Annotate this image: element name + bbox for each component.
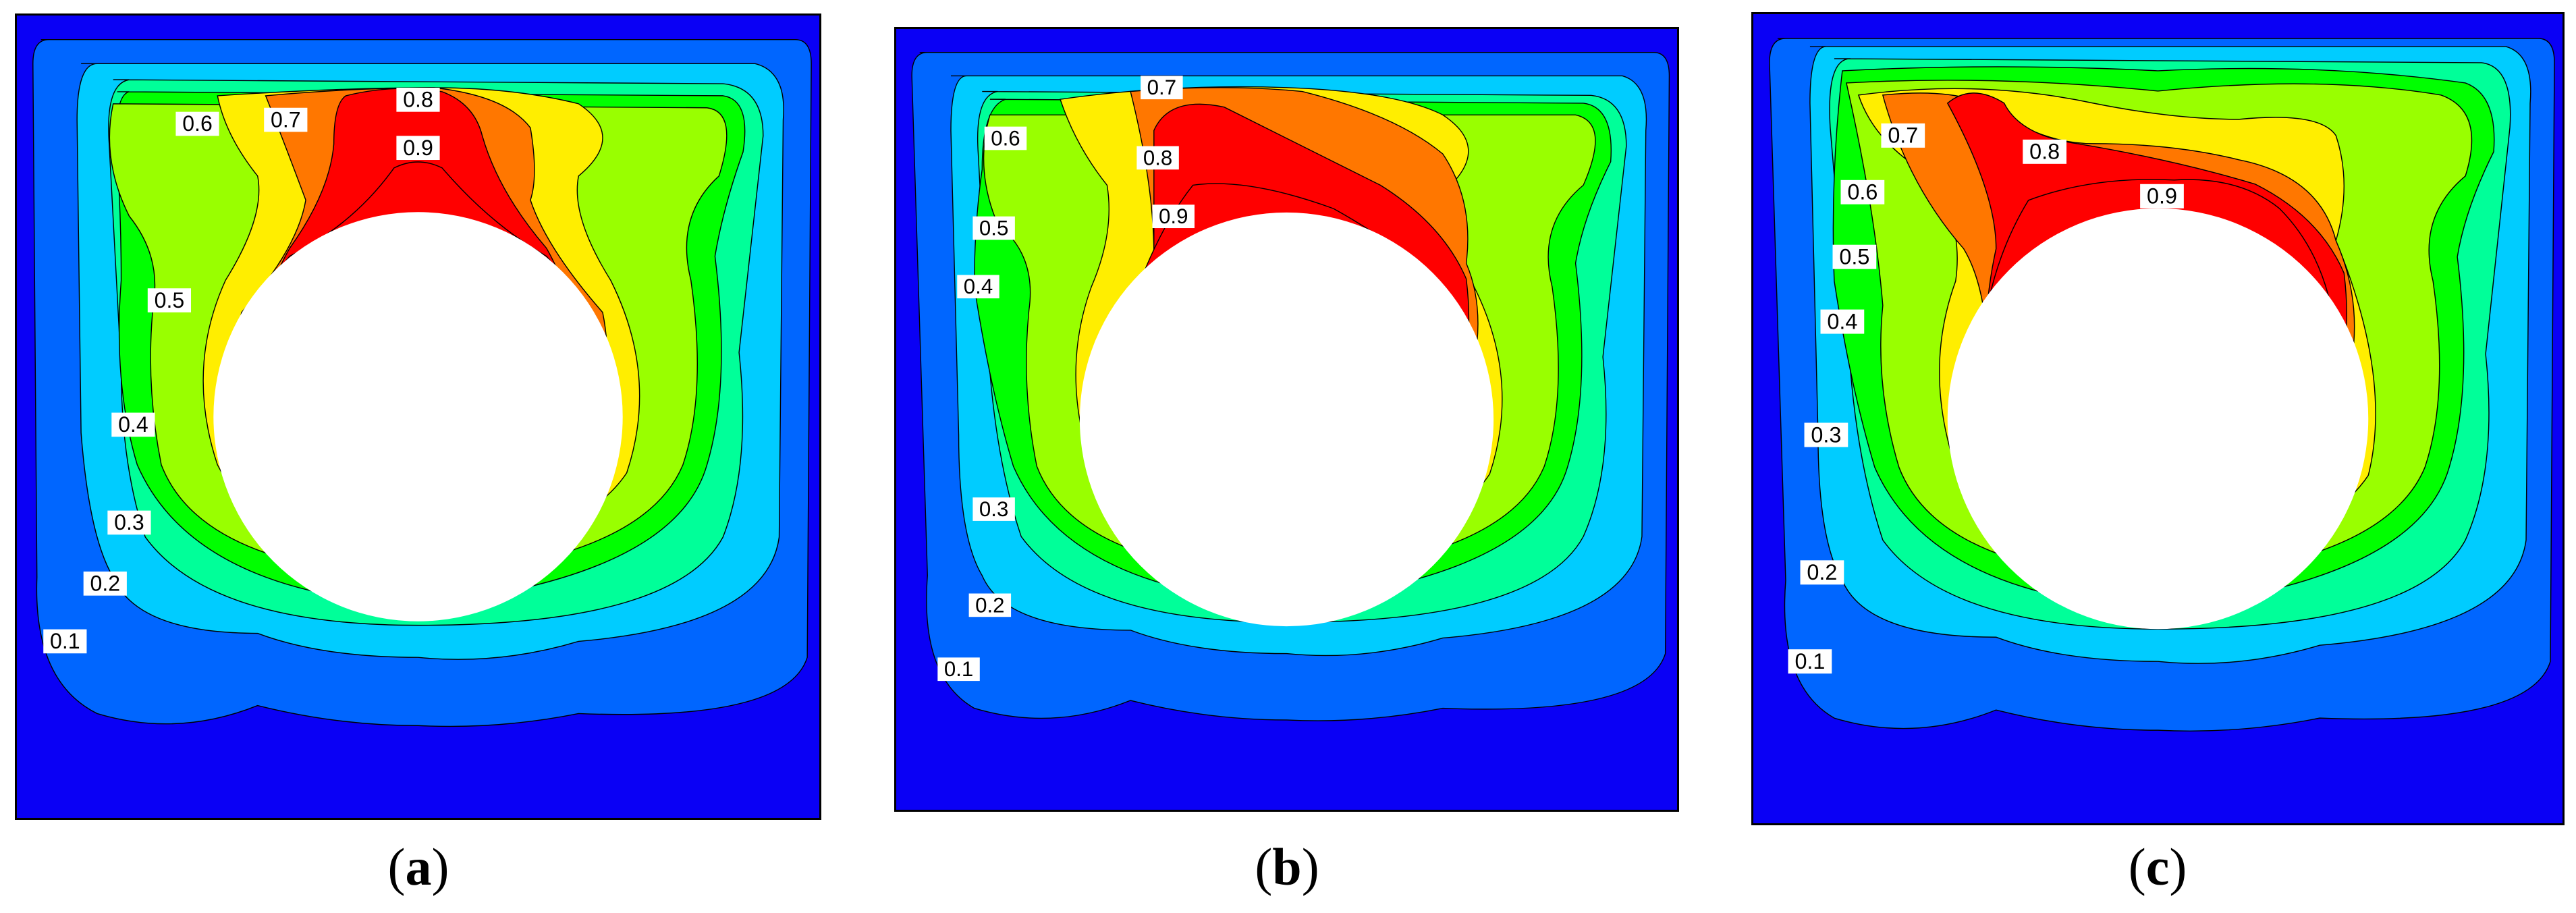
contour-label-0.2: 0.2 — [90, 572, 120, 596]
contour-label-0.3: 0.3 — [1811, 422, 1841, 447]
contour-label-bg — [111, 412, 155, 437]
contour-label-bg — [1141, 76, 1183, 100]
contour-label-bg — [2023, 139, 2067, 164]
caption-b: (b) — [1255, 837, 1319, 896]
cylinder-obstacle — [1079, 212, 1494, 627]
contour-label-bg — [1820, 309, 1865, 334]
contour-label-bg — [175, 111, 219, 136]
caption-a: (a) — [387, 837, 449, 896]
contour-plot-a: 0.1 0.2 0.3 0.4 0.5 0.6 0.7 0.8 0.9 — [17, 16, 819, 818]
contour-label-0.1: 0.1 — [1794, 649, 1825, 673]
contour-label-0.2: 0.2 — [975, 593, 1004, 617]
contour-label-0.6: 0.6 — [182, 111, 213, 136]
contour-label-bg — [1800, 560, 1844, 585]
contour-label-bg — [83, 571, 127, 596]
contour-label-bg — [968, 593, 1012, 617]
contour-label-0.5: 0.5 — [979, 216, 1008, 240]
contour-label-0.9: 0.9 — [403, 136, 433, 160]
contour-label-0.2: 0.2 — [1807, 560, 1837, 584]
contour-label-0.8: 0.8 — [403, 88, 433, 112]
contour-label-0.7: 0.7 — [1888, 123, 1918, 148]
contour-label-0.8: 0.8 — [2029, 140, 2060, 164]
contour-label-bg — [396, 136, 440, 161]
contour-label-0.1: 0.1 — [50, 629, 80, 653]
contour-label-bg — [1804, 422, 1848, 447]
contour-label-0.3: 0.3 — [114, 510, 144, 534]
cylinder-obstacle — [213, 212, 623, 621]
contour-panel-b: 0.1 0.2 0.3 0.4 0.5 0.6 0.7 0.8 0.9 — [894, 27, 1679, 812]
caption-c: (c) — [2128, 837, 2187, 896]
contour-label-0.4: 0.4 — [118, 412, 148, 437]
contour-label-0.8: 0.8 — [1143, 146, 1172, 169]
contour-label-0.5: 0.5 — [155, 288, 185, 312]
contour-label-0.4: 0.4 — [964, 275, 993, 298]
contour-plot-c: 0.1 0.2 0.3 0.4 0.5 0.6 0.7 0.8 0.9 — [1753, 14, 2563, 823]
contour-label-0.4: 0.4 — [1827, 309, 1857, 333]
contour-label-bg — [957, 275, 999, 299]
contour-label-0.3: 0.3 — [979, 497, 1008, 521]
contour-label-0.6: 0.6 — [1847, 180, 1878, 204]
contour-panel-c: 0.1 0.2 0.3 0.4 0.5 0.6 0.7 0.8 0.9 — [1751, 12, 2565, 825]
contour-label-bg — [972, 216, 1015, 240]
contour-label-bg — [984, 126, 1027, 150]
contour-label-0.6: 0.6 — [991, 126, 1020, 150]
contour-label-0.9: 0.9 — [2147, 184, 2177, 209]
contour-label-bg — [1840, 179, 1885, 204]
contour-label-bg — [1832, 244, 1877, 269]
contour-label-bg — [43, 629, 87, 654]
contour-label-bg — [107, 510, 151, 535]
contour-plot-b: 0.1 0.2 0.3 0.4 0.5 0.6 0.7 0.8 0.9 — [896, 29, 1677, 810]
cylinder-obstacle — [1947, 208, 2369, 630]
contour-label-0.5: 0.5 — [1839, 244, 1869, 269]
contour-label-bg — [1152, 204, 1195, 229]
contour-label-bg — [1788, 649, 1832, 674]
contour-label-0.1: 0.1 — [944, 657, 973, 681]
contour-label-bg — [937, 657, 980, 682]
contour-label-bg — [972, 497, 1015, 521]
contour-label-bg — [396, 88, 440, 112]
contour-label-0.7: 0.7 — [271, 107, 301, 132]
contour-label-0.9: 0.9 — [1159, 204, 1188, 228]
contour-label-bg — [147, 288, 192, 312]
contour-label-0.7: 0.7 — [1147, 76, 1176, 99]
contour-label-bg — [1881, 123, 1925, 148]
contour-label-bg — [2140, 184, 2184, 209]
contour-label-bg — [1136, 146, 1179, 170]
contour-label-bg — [264, 107, 308, 132]
contour-panel-a: 0.1 0.2 0.3 0.4 0.5 0.6 0.7 0.8 0.9 — [15, 13, 821, 820]
